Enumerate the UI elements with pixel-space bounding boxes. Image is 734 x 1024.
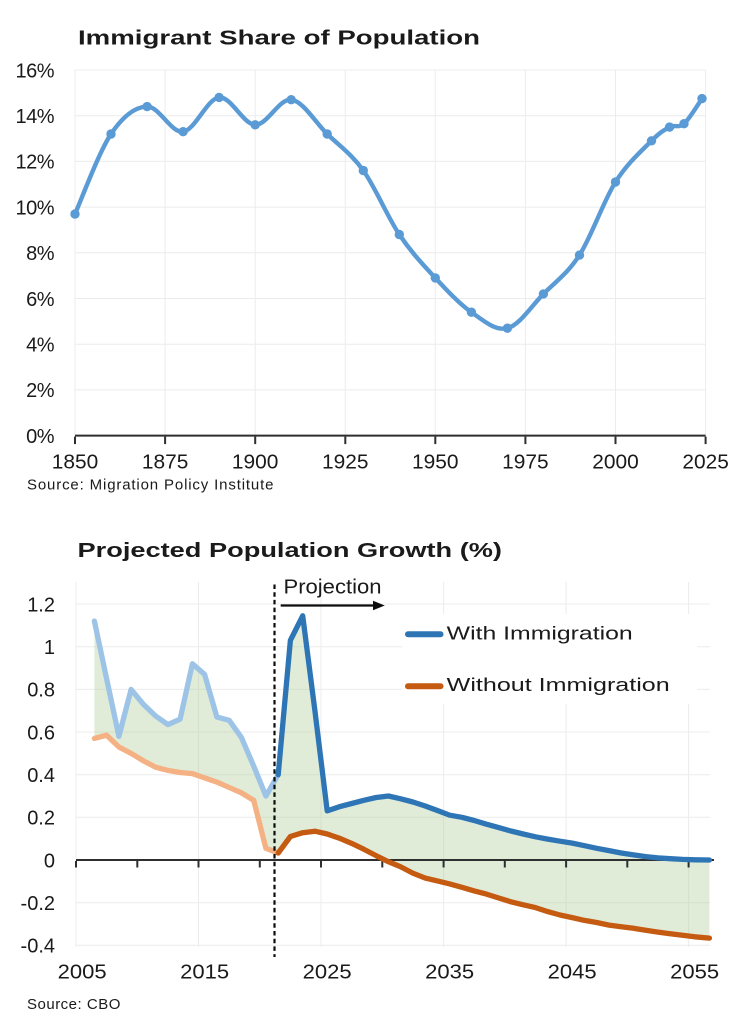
svg-text:Immigrant Share of Population: Immigrant Share of Population [78,26,480,49]
svg-text:1850: 1850 [52,451,99,473]
svg-text:2015: 2015 [180,962,229,984]
svg-text:2005: 2005 [58,962,107,984]
svg-text:2055: 2055 [670,962,719,984]
svg-text:2025: 2025 [303,962,352,984]
svg-text:4%: 4% [26,335,55,357]
svg-text:12%: 12% [15,152,54,174]
svg-text:1875: 1875 [142,451,189,473]
svg-text:0.4: 0.4 [27,765,55,787]
svg-text:Source: CBO: Source: CBO [27,996,121,1013]
svg-text:1: 1 [44,637,55,659]
svg-text:0: 0 [44,850,55,872]
svg-text:1975: 1975 [502,451,549,473]
svg-text:14%: 14% [15,106,54,128]
svg-text:-0.4: -0.4 [21,936,55,958]
svg-text:Projected Population Growth (%: Projected Population Growth (%) [78,539,503,562]
svg-text:1.2: 1.2 [27,594,55,616]
svg-text:1900: 1900 [232,451,279,473]
svg-text:2%: 2% [26,380,55,402]
svg-text:6%: 6% [26,289,55,311]
svg-text:Projection: Projection [284,575,382,598]
svg-text:2035: 2035 [425,962,474,984]
svg-text:1950: 1950 [412,451,459,473]
svg-text:0.6: 0.6 [27,722,55,744]
svg-text:0%: 0% [26,426,55,448]
svg-text:8%: 8% [26,243,55,265]
svg-text:2000: 2000 [592,451,639,473]
svg-text:2045: 2045 [548,962,597,984]
svg-text:-0.2: -0.2 [21,893,55,915]
svg-text:1925: 1925 [322,451,369,473]
svg-text:16%: 16% [15,60,54,82]
svg-text:2025: 2025 [682,451,729,473]
svg-text:Without Immigration: Without Immigration [447,674,670,695]
svg-text:0.2: 0.2 [27,808,55,830]
svg-text:10%: 10% [15,197,54,219]
svg-text:With Immigration: With Immigration [447,623,633,644]
svg-text:0.8: 0.8 [27,680,55,702]
svg-text:Source: Migration Policy Insti: Source: Migration Policy Institute [27,476,274,493]
